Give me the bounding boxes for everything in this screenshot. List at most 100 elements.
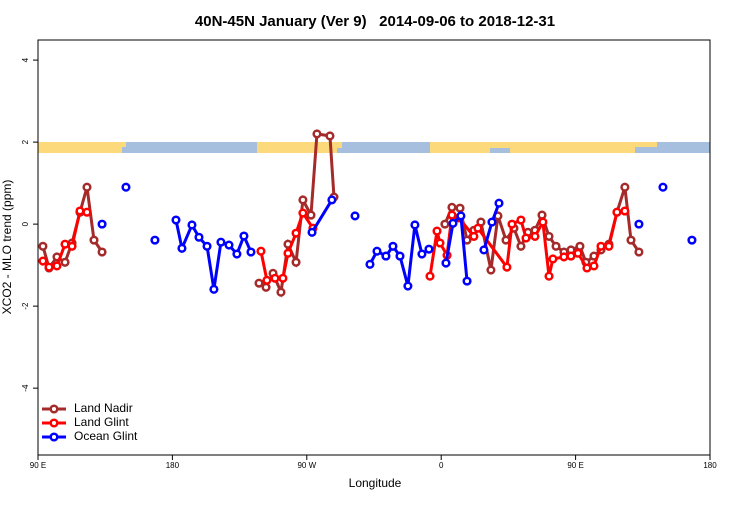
point (60, 257, 70, 267)
x-tick-label: 180 (166, 461, 180, 470)
point (447, 210, 457, 220)
y-tick-label: 0 (21, 221, 30, 226)
point (298, 195, 308, 205)
y-tick-label: -2 (21, 302, 30, 310)
point (658, 182, 668, 192)
point (232, 249, 242, 259)
point (432, 226, 442, 236)
point (626, 235, 636, 245)
point (551, 241, 561, 251)
point (566, 251, 576, 261)
point (262, 275, 272, 285)
point (306, 210, 316, 220)
legend-label: Land Nadir (74, 401, 133, 415)
point (575, 241, 585, 251)
point (596, 241, 606, 251)
point (67, 241, 77, 251)
point (507, 219, 517, 229)
point (224, 240, 234, 250)
point (620, 182, 630, 192)
point (424, 244, 434, 254)
point (291, 257, 301, 267)
point (44, 262, 54, 272)
point (589, 261, 599, 271)
point (298, 208, 308, 218)
point (171, 215, 181, 225)
point (82, 207, 92, 217)
point (270, 273, 280, 283)
point (38, 241, 48, 251)
point (187, 220, 197, 230)
y-axis-label: XCO2 - MLO trend (ppm) (0, 180, 14, 315)
point (447, 202, 457, 212)
point (473, 223, 483, 233)
point (177, 243, 187, 253)
point (261, 282, 271, 292)
land-ocean-strip (38, 142, 710, 153)
point (209, 284, 219, 294)
point (612, 207, 622, 217)
point (82, 182, 92, 192)
point (455, 203, 465, 213)
point (548, 254, 558, 264)
point (634, 247, 644, 257)
point (381, 251, 391, 261)
point (620, 206, 630, 216)
point (403, 281, 413, 291)
point (194, 232, 204, 242)
point (486, 265, 496, 275)
point (487, 217, 497, 227)
x-tick-label: 180 (703, 461, 717, 470)
point (325, 131, 335, 141)
point (388, 241, 398, 251)
x-axis-label: Longitude (349, 476, 402, 490)
y-tick-label: 2 (21, 139, 30, 144)
point (150, 235, 160, 245)
point (97, 219, 107, 229)
point (462, 235, 472, 245)
point (256, 246, 266, 256)
point (410, 220, 420, 230)
point (544, 271, 554, 281)
plot-frame (37, 39, 711, 456)
x-tick-label: 0 (439, 461, 444, 470)
point (216, 237, 226, 247)
point (239, 231, 249, 241)
x-tick-label: 90 E (30, 461, 46, 470)
point (365, 259, 375, 269)
point (559, 252, 569, 262)
point (538, 217, 548, 227)
y-tick-label: 4 (21, 57, 30, 62)
point (283, 248, 293, 258)
point (521, 233, 531, 243)
y-tick-label: -4 (21, 384, 30, 392)
point (312, 129, 322, 139)
point (441, 258, 451, 268)
point (582, 263, 592, 273)
point (687, 235, 697, 245)
point (634, 219, 644, 229)
point (425, 271, 435, 281)
point (435, 238, 445, 248)
point (537, 210, 547, 220)
point (278, 273, 288, 283)
point (440, 219, 450, 229)
point (516, 241, 526, 251)
point (52, 261, 62, 271)
point (276, 287, 286, 297)
point (75, 206, 85, 216)
point (395, 251, 405, 261)
point (121, 182, 131, 192)
point (327, 195, 337, 205)
point (307, 227, 317, 237)
legend-marker (49, 404, 59, 414)
legend-marker (49, 418, 59, 428)
point (469, 231, 479, 241)
point (60, 239, 70, 249)
point (202, 241, 212, 251)
x-tick-label: 90 W (297, 461, 316, 470)
point (604, 241, 614, 251)
point (350, 211, 360, 221)
